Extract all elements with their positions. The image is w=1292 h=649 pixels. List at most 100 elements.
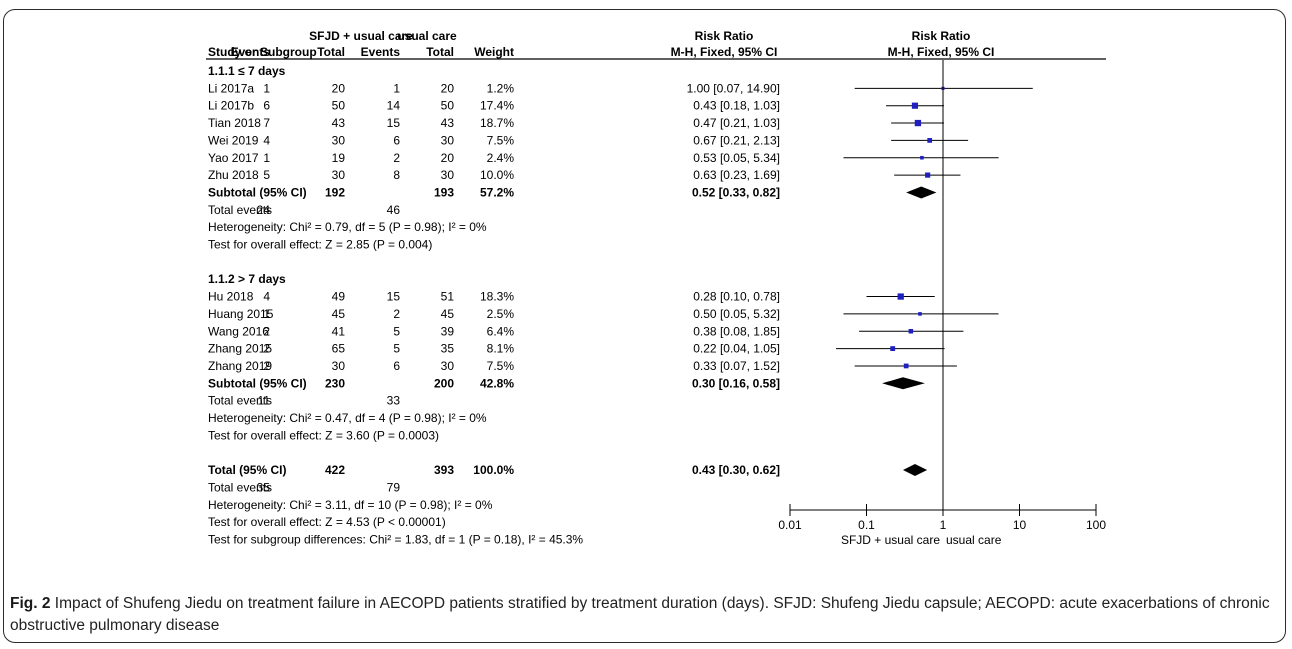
- stat-note: Heterogeneity: Chi² = 0.79, df = 5 (P = …: [208, 220, 487, 234]
- weight-value: 2.4%: [487, 151, 515, 165]
- events-1: 2: [263, 324, 270, 338]
- total-2: 30: [441, 133, 455, 147]
- weight-value: 18.3%: [480, 290, 514, 304]
- events-2: 1: [393, 81, 400, 95]
- point-estimate: [890, 346, 896, 352]
- ci-text: 0.43 [0.18, 1.03]: [693, 99, 780, 113]
- ci-text: 0.30 [0.16, 0.58]: [692, 376, 780, 390]
- events-value-1: 11: [258, 394, 271, 408]
- pooled-diamond: [882, 377, 925, 390]
- x-tick-label: 1: [940, 518, 947, 532]
- ci-text: 0.50 [0.05, 5.32]: [693, 307, 780, 321]
- events-1: 1: [263, 307, 270, 321]
- point-estimate: [918, 312, 922, 316]
- point-estimate: [920, 155, 924, 160]
- point-estimate: [927, 138, 933, 143]
- weight-value: 7.5%: [487, 359, 515, 373]
- ci-text: 0.43 [0.30, 0.62]: [692, 463, 780, 477]
- events-2: 5: [393, 342, 400, 356]
- study-label: Hu 2018: [208, 290, 254, 304]
- events-2: 14: [387, 99, 401, 113]
- total-2: 51: [441, 290, 455, 304]
- events-1: 5: [263, 168, 270, 182]
- stat-note: Test for subgroup differences: Chi² = 1.…: [208, 532, 583, 546]
- header-plot-method: M-H, Fixed, 95% CI: [888, 45, 995, 59]
- events-1: 1: [263, 151, 270, 165]
- events-2: 2: [393, 307, 400, 321]
- total-2: 50: [441, 99, 455, 113]
- ci-text: 0.33 [0.07, 1.52]: [693, 359, 780, 373]
- total-1: 43: [332, 116, 346, 130]
- ci-text: 0.63 [0.23, 1.69]: [693, 168, 780, 182]
- total-2: 393: [434, 463, 454, 477]
- weight-value: 42.8%: [480, 376, 514, 390]
- weight-value: 17.4%: [480, 99, 514, 113]
- events-value-2: 79: [387, 480, 401, 494]
- subgroup-label: 1.1.1 ≤ 7 days: [208, 64, 286, 78]
- point-estimate: [914, 119, 922, 127]
- subtotal-label: Subtotal (95% CI): [208, 185, 307, 199]
- header-total-2: Total: [426, 45, 454, 59]
- total-1: 192: [325, 185, 345, 199]
- figure-caption: Fig. 2 Impact of Shufeng Jiedu on treatm…: [10, 593, 1280, 637]
- caption-label: Fig. 2: [10, 595, 51, 612]
- point-estimate: [908, 328, 914, 334]
- header-group1: SFJD + usual care: [309, 29, 413, 43]
- study-label: Zhu 2018: [208, 168, 259, 182]
- total-2: 20: [441, 151, 455, 165]
- total-1: 19: [332, 151, 346, 165]
- header-effect: Risk Ratio: [695, 29, 754, 43]
- total-1: 65: [332, 342, 346, 356]
- total-1: 41: [332, 324, 346, 338]
- point-estimate: [897, 293, 904, 300]
- point-estimate: [911, 102, 919, 109]
- x-tick-label: 0.1: [858, 518, 875, 532]
- header-effect-method: M-H, Fixed, 95% CI: [671, 45, 778, 59]
- x-tick-label: 0.01: [778, 518, 802, 532]
- events-1: 1: [263, 81, 270, 95]
- total-1: 30: [332, 133, 346, 147]
- events-value-1: 35: [257, 480, 271, 494]
- events-value-1: 24: [257, 203, 271, 217]
- events-value-2: 46: [387, 203, 401, 217]
- ci-text: 1.00 [0.07, 14.90]: [687, 81, 780, 95]
- total-2: 39: [441, 324, 455, 338]
- stat-note: Test for overall effect: Z = 2.85 (P = 0…: [208, 238, 432, 252]
- point-estimate: [925, 172, 931, 178]
- events-2: 15: [387, 116, 401, 130]
- figure-frame: [3, 9, 1286, 643]
- total-2: 30: [441, 359, 455, 373]
- weight-value: 7.5%: [487, 133, 515, 147]
- point-estimate: [903, 363, 909, 369]
- study-label: Zhang 2015: [208, 342, 272, 356]
- events-value-2: 33: [387, 394, 401, 408]
- events-2: 6: [393, 133, 400, 147]
- events-label: Total events: [208, 203, 272, 217]
- weight-value: 18.7%: [480, 116, 514, 130]
- total-1: 20: [332, 81, 346, 95]
- total-2: 193: [434, 185, 454, 199]
- events-1: 7: [263, 116, 270, 130]
- ci-text: 0.38 [0.08, 1.85]: [693, 324, 780, 338]
- total-2: 30: [441, 168, 455, 182]
- study-label: Li 2017b: [208, 99, 254, 113]
- axis-right-label: usual care: [946, 533, 1002, 547]
- x-tick-label: 10: [1013, 518, 1027, 532]
- ci-text: 0.53 [0.05, 5.34]: [693, 151, 780, 165]
- header-total-1: Total: [317, 45, 345, 59]
- study-label: Yao 2017: [208, 151, 259, 165]
- caption-text: Impact of Shufeng Jiedu on treatment fai…: [10, 595, 1270, 634]
- header-events-2: Events: [361, 45, 401, 59]
- header-events-1: Events: [231, 45, 271, 59]
- events-1: 2: [263, 342, 270, 356]
- pooled-diamond: [906, 186, 937, 199]
- study-label: Wei 2019: [208, 133, 259, 147]
- total-1: 50: [332, 99, 346, 113]
- subgroup-label: 1.1.2 > 7 days: [208, 272, 286, 286]
- pooled-diamond: [902, 464, 928, 477]
- study-label: Huang 2015: [208, 307, 274, 321]
- ci-text: 0.67 [0.21, 2.13]: [693, 133, 780, 147]
- weight-value: 57.2%: [480, 185, 514, 199]
- total-1: 422: [325, 463, 345, 477]
